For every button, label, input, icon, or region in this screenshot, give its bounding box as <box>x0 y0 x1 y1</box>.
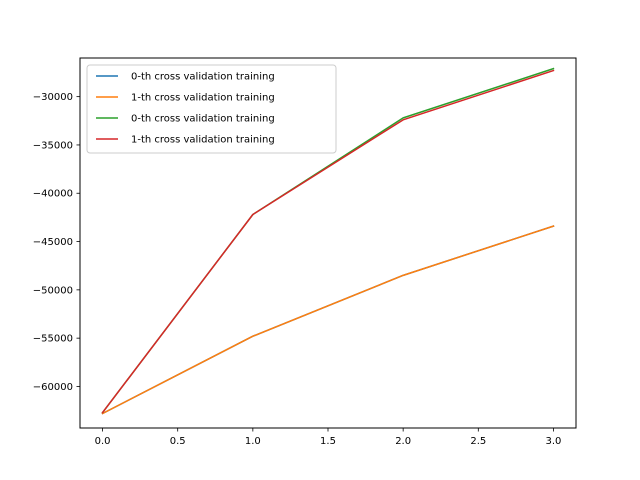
x-tick-label: 0.0 <box>95 436 111 447</box>
legend-label-1: 1-th cross validation training <box>131 93 275 104</box>
y-tick-label: −55000 <box>33 334 73 345</box>
legend: 0-th cross validation training 1-th cross… <box>86 64 337 154</box>
plot-lines <box>101 67 555 415</box>
y-tick-label: −60000 <box>33 382 73 393</box>
x-tick-label: 0.5 <box>170 436 186 447</box>
legend-label-0: 0-th cross validation training <box>131 72 275 83</box>
legend-box <box>86 64 337 154</box>
y-tick-label: −35000 <box>33 140 73 151</box>
x-tick-label: 1.0 <box>245 436 261 447</box>
legend-label-2: 0-th cross validation training <box>131 114 275 125</box>
x-tick-label: 2.0 <box>395 436 411 447</box>
y-tick-label: −40000 <box>33 189 73 200</box>
series-line-1 <box>101 225 555 415</box>
x-tick-label: 2.5 <box>470 436 486 447</box>
series-line-3 <box>101 69 555 414</box>
x-tick-label: 3.0 <box>546 436 562 447</box>
x-axis: 0.0 0.5 1.0 1.5 2.0 2.5 3.0 <box>95 428 562 447</box>
legend-label-3: 1-th cross validation training <box>131 135 275 146</box>
y-tick-label: −50000 <box>33 285 73 296</box>
y-axis: −60000 −55000 −50000 −45000 −40000 −35000 −300… <box>33 92 80 393</box>
x-tick-label: 1.5 <box>320 436 336 447</box>
y-tick-label: −45000 <box>33 237 73 248</box>
y-tick-label: −30000 <box>33 92 73 103</box>
